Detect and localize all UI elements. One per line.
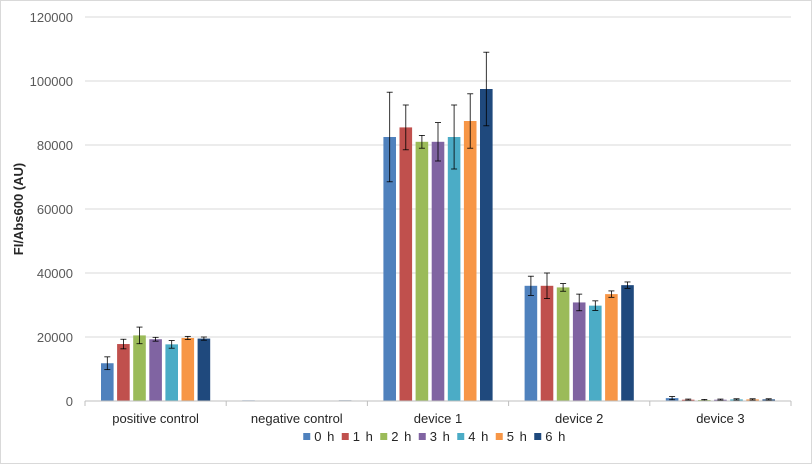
bar: [399, 127, 413, 402]
bar: [181, 337, 195, 401]
legend-swatch: [457, 433, 465, 440]
bar: [605, 294, 618, 401]
bar: [447, 137, 461, 401]
y-tick-label: 20000: [37, 330, 73, 345]
y-tick-label: 120000: [30, 10, 73, 25]
x-axis: [84, 400, 792, 406]
bar: [589, 305, 602, 401]
x-category-label: device 3: [696, 411, 744, 426]
x-category-label: negative control: [251, 411, 343, 426]
legend-swatch: [380, 433, 388, 440]
bar: [165, 344, 178, 401]
x-category-label: positive control: [112, 411, 199, 426]
bar: [480, 89, 493, 401]
legend-label: 2 h: [391, 429, 412, 444]
bar: [556, 287, 570, 401]
legend-swatch: [495, 433, 503, 440]
y-tick-label: 40000: [37, 266, 73, 281]
bar: [383, 137, 396, 401]
bar: [540, 285, 554, 401]
legend-label: 0 h: [314, 429, 335, 444]
bar: [463, 121, 477, 401]
x-axis-category-labels: positive control negative control device 1…: [112, 411, 744, 426]
bar: [101, 363, 114, 401]
bar: [149, 339, 162, 401]
legend-swatch: [303, 433, 311, 440]
y-axis-title: FI/Abs600 (AU): [11, 163, 26, 255]
legend-label: 4 h: [468, 429, 489, 444]
bar: [524, 285, 538, 401]
bar: [133, 335, 146, 401]
legend: 0 h 1 h 2 h 3 h 4 h 5 h 6 h: [303, 429, 566, 444]
y-tick-label: 0: [66, 394, 73, 409]
legend-label: 5 h: [507, 429, 528, 444]
legend-label: 3 h: [430, 429, 451, 444]
bars: [101, 51, 775, 402]
y-tick-label: 100000: [30, 74, 73, 89]
bar: [415, 141, 429, 402]
bar: [621, 285, 634, 401]
legend-label: 6 h: [545, 429, 566, 444]
x-category-label: device 1: [414, 411, 462, 426]
bar: [117, 344, 130, 401]
y-tick-label: 60000: [37, 202, 73, 217]
bar: [431, 141, 445, 402]
legend-swatch: [534, 433, 542, 440]
legend-swatch: [418, 433, 426, 440]
legend-swatch: [341, 433, 349, 440]
x-category-label: device 2: [555, 411, 603, 426]
legend-label: 1 h: [353, 429, 374, 444]
bar: [572, 302, 586, 401]
bar: [197, 338, 211, 401]
y-axis-ticks: 0 20000 40000 60000 80000 100000 120000: [30, 10, 73, 409]
y-tick-label: 80000: [37, 138, 73, 153]
